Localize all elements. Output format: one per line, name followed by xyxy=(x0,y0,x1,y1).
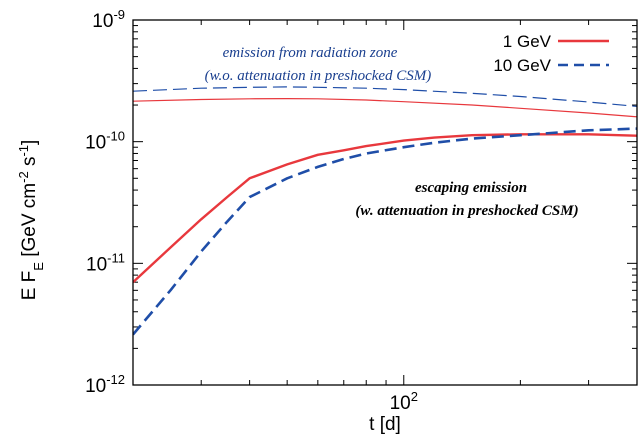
labels-layer: 102 10-12 10-11 10-10 10-9 xyxy=(85,7,418,414)
series-1gev-radiation-zone xyxy=(133,97,637,118)
series-layer xyxy=(133,86,637,336)
legend-label-10gev: 10 GeV xyxy=(493,56,551,75)
y-tick-label: 10-11 xyxy=(86,250,125,275)
legend-label-1gev: 1 GeV xyxy=(503,32,552,51)
plot-frame xyxy=(132,19,638,386)
annotation-escaping-note: (w. attenuation in preshocked CSM) xyxy=(355,203,578,219)
annotation-radiation-zone-note: (w.o. attenuation in preshocked CSM) xyxy=(205,68,432,84)
y-tick-label: 10-9 xyxy=(92,7,125,32)
y-tick-label: 10-12 xyxy=(85,372,125,397)
y-axis-label: E FE [GeV cm-2 s-1] xyxy=(16,140,46,301)
x-axis-label: t [d] xyxy=(369,414,401,435)
x-tick-label: 102 xyxy=(390,389,418,414)
series-10gev-radiation-zone xyxy=(133,86,637,107)
legend: 1 GeV 10 GeV xyxy=(493,32,609,75)
y-tick-label: 10-10 xyxy=(85,129,125,154)
series-10gev-escaping xyxy=(133,127,637,336)
annotation-escaping: escaping emission xyxy=(415,180,527,196)
annotation-radiation-zone: emission from radiation zone xyxy=(223,45,398,61)
